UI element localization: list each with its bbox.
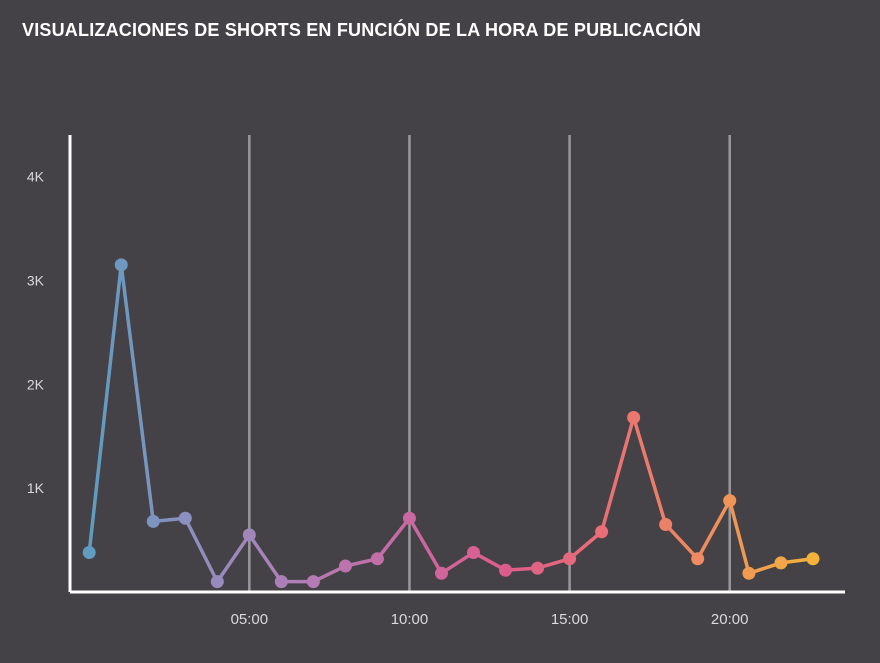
data-point [370, 552, 384, 566]
data-point [774, 556, 788, 570]
data-point [242, 528, 256, 542]
data-point [659, 517, 673, 531]
y-tick-label: 2K [27, 376, 45, 392]
data-point [434, 566, 448, 580]
data-point [146, 514, 160, 528]
data-point [338, 559, 352, 573]
data-point [467, 546, 481, 560]
data-point [806, 552, 820, 566]
y-tick-label: 4K [27, 169, 45, 185]
x-tick-label: 05:00 [231, 611, 269, 628]
data-point [82, 546, 96, 560]
data-point [595, 525, 609, 539]
x-tick-label: 15:00 [551, 611, 589, 628]
chart-title: VISUALIZACIONES DE SHORTS EN FUNCIÓN DE … [22, 20, 702, 40]
data-point [723, 494, 737, 508]
data-point [499, 563, 513, 577]
data-point [531, 561, 545, 575]
data-point [114, 258, 128, 272]
data-point [274, 575, 288, 589]
x-tick-label: 20:00 [711, 611, 749, 628]
data-point [306, 575, 320, 589]
y-tick-label: 1K [27, 480, 45, 496]
data-point [210, 575, 224, 589]
data-point [563, 552, 577, 566]
y-tick-label: 3K [27, 272, 45, 288]
data-point [402, 511, 416, 525]
data-point [627, 411, 641, 425]
data-point [178, 511, 192, 525]
data-point [691, 552, 705, 566]
data-point [742, 566, 756, 580]
x-tick-label: 10:00 [391, 611, 429, 628]
series-line [87, 263, 814, 584]
